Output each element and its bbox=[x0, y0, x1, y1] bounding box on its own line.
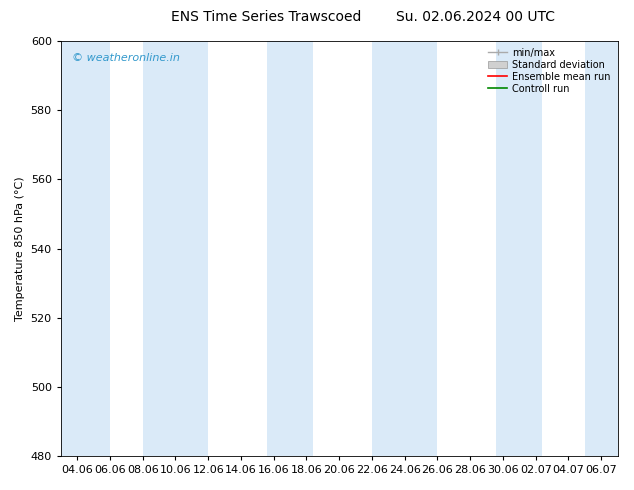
Text: Su. 02.06.2024 00 UTC: Su. 02.06.2024 00 UTC bbox=[396, 10, 555, 24]
Bar bbox=[585, 41, 618, 456]
Text: © weatheronline.in: © weatheronline.in bbox=[72, 53, 180, 64]
Bar bbox=[496, 41, 542, 456]
Bar bbox=[143, 41, 208, 456]
Y-axis label: Temperature 850 hPa (°C): Temperature 850 hPa (°C) bbox=[15, 176, 25, 321]
Bar bbox=[267, 41, 313, 456]
Legend: min/max, Standard deviation, Ensemble mean run, Controll run: min/max, Standard deviation, Ensemble me… bbox=[484, 44, 614, 98]
Bar bbox=[372, 41, 437, 456]
Text: ENS Time Series Trawscoed: ENS Time Series Trawscoed bbox=[171, 10, 361, 24]
Bar bbox=[61, 41, 110, 456]
